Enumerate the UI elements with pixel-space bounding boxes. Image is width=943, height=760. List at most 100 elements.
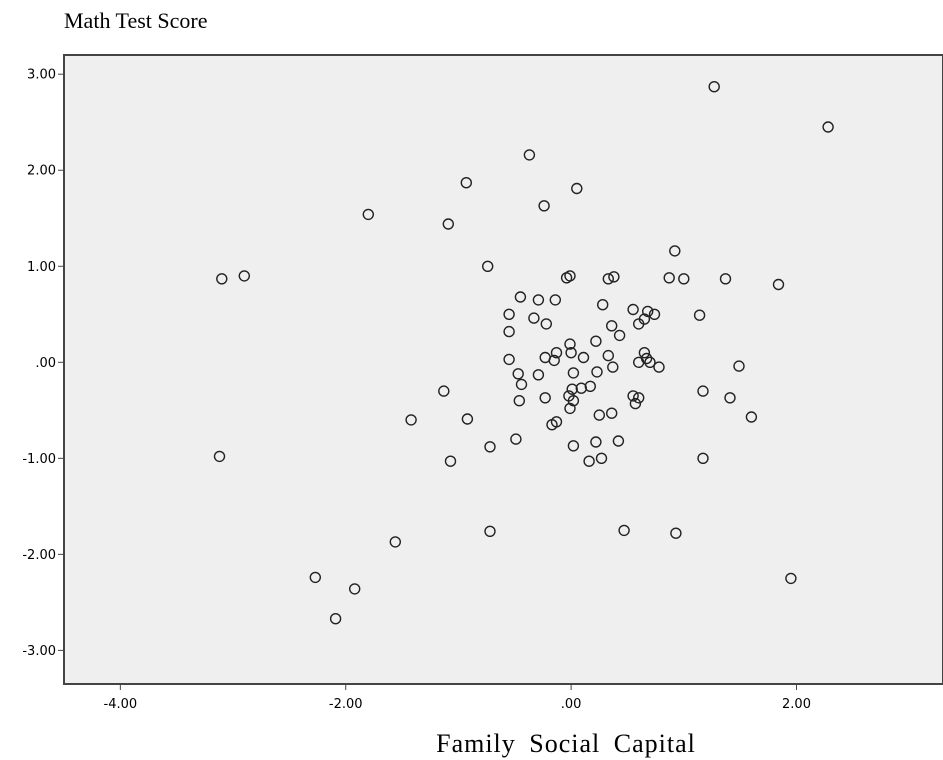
data-point	[515, 378, 528, 391]
y-tick-label: -2.00	[22, 548, 56, 563]
data-point	[513, 395, 525, 407]
data-point	[503, 325, 515, 338]
data-point	[540, 318, 552, 330]
data-point	[693, 309, 706, 321]
data-point	[567, 440, 580, 452]
data-point	[549, 294, 561, 306]
data-point	[484, 441, 496, 453]
data-point	[460, 176, 472, 189]
data-point	[719, 273, 732, 285]
data-point	[538, 200, 550, 212]
x-axis-title: Family Social Capital	[436, 729, 696, 758]
data-point	[532, 294, 545, 306]
data-points	[213, 80, 834, 625]
data-point	[648, 308, 661, 320]
y-tick-label: 3.00	[27, 68, 56, 83]
data-point	[678, 273, 690, 285]
data-point	[329, 613, 342, 625]
y-tick-label: -3.00	[22, 644, 56, 659]
data-point	[567, 367, 580, 379]
data-point	[595, 452, 608, 464]
y-tick-label: 2.00	[27, 164, 56, 179]
data-point	[607, 361, 619, 373]
data-point	[772, 278, 785, 291]
data-point	[644, 356, 656, 368]
data-point	[697, 452, 709, 464]
data-point	[642, 305, 654, 318]
data-point	[564, 270, 576, 282]
data-point	[590, 436, 602, 448]
data-point	[564, 338, 576, 350]
data-point	[633, 392, 645, 404]
data-point	[482, 260, 494, 272]
data-point	[697, 385, 709, 397]
data-point	[484, 525, 496, 537]
data-point	[523, 149, 536, 161]
data-point	[442, 218, 454, 230]
data-point	[724, 392, 736, 404]
data-point	[593, 409, 605, 421]
data-point	[566, 383, 578, 395]
x-tick-label: 2.00	[782, 697, 811, 712]
data-point	[362, 208, 374, 221]
data-point	[602, 349, 614, 362]
data-point	[539, 392, 551, 404]
data-point	[608, 271, 620, 283]
x-tick-label: -2.00	[329, 697, 363, 712]
data-point	[550, 347, 563, 359]
data-point	[213, 450, 226, 463]
data-point	[512, 368, 524, 380]
data-point	[606, 407, 618, 419]
data-point	[629, 397, 642, 410]
data-point	[613, 329, 626, 342]
plot-area	[63, 54, 943, 685]
data-point	[627, 390, 639, 402]
data-point	[597, 299, 609, 311]
data-point	[745, 411, 758, 423]
data-point	[606, 320, 618, 332]
data-point	[564, 402, 576, 415]
data-point	[389, 536, 401, 548]
y-tick-label: -1.00	[22, 452, 56, 467]
data-point	[638, 347, 651, 359]
data-point	[577, 351, 590, 364]
data-point	[733, 360, 745, 372]
data-point	[514, 291, 527, 303]
x-tick-label: -4.00	[104, 697, 138, 712]
y-tick-label: 1.00	[27, 260, 56, 275]
data-point	[653, 361, 665, 373]
data-point	[444, 455, 457, 467]
data-point	[503, 353, 515, 366]
data-point	[575, 382, 587, 394]
y-axis-title: Math Test Score	[64, 8, 207, 33]
data-point	[349, 583, 361, 595]
data-point	[548, 354, 560, 367]
data-point	[708, 80, 720, 93]
x-axis: -4.00 -2.00 .00 2.00	[104, 684, 811, 712]
data-point	[591, 366, 603, 378]
data-point	[663, 272, 675, 284]
data-point	[583, 455, 595, 467]
y-tick-label: .00	[35, 356, 56, 371]
data-point	[438, 385, 450, 397]
data-point	[669, 245, 681, 257]
data-point	[627, 303, 639, 316]
data-point	[405, 414, 417, 426]
data-point	[638, 313, 651, 325]
data-point	[528, 312, 540, 324]
data-point	[216, 273, 228, 285]
x-tick-label: .00	[561, 697, 582, 712]
data-point	[670, 527, 682, 539]
data-point	[822, 121, 834, 133]
y-axis: 3.00 2.00 1.00 .00 -1.00 -2.00 -3.00	[22, 68, 64, 659]
data-point	[565, 347, 577, 359]
data-point	[571, 182, 583, 195]
data-point	[618, 524, 630, 537]
data-point	[602, 273, 614, 285]
data-point	[785, 572, 797, 585]
data-point	[633, 356, 645, 368]
data-point	[503, 308, 515, 320]
data-point	[550, 416, 563, 428]
data-point	[532, 369, 545, 381]
